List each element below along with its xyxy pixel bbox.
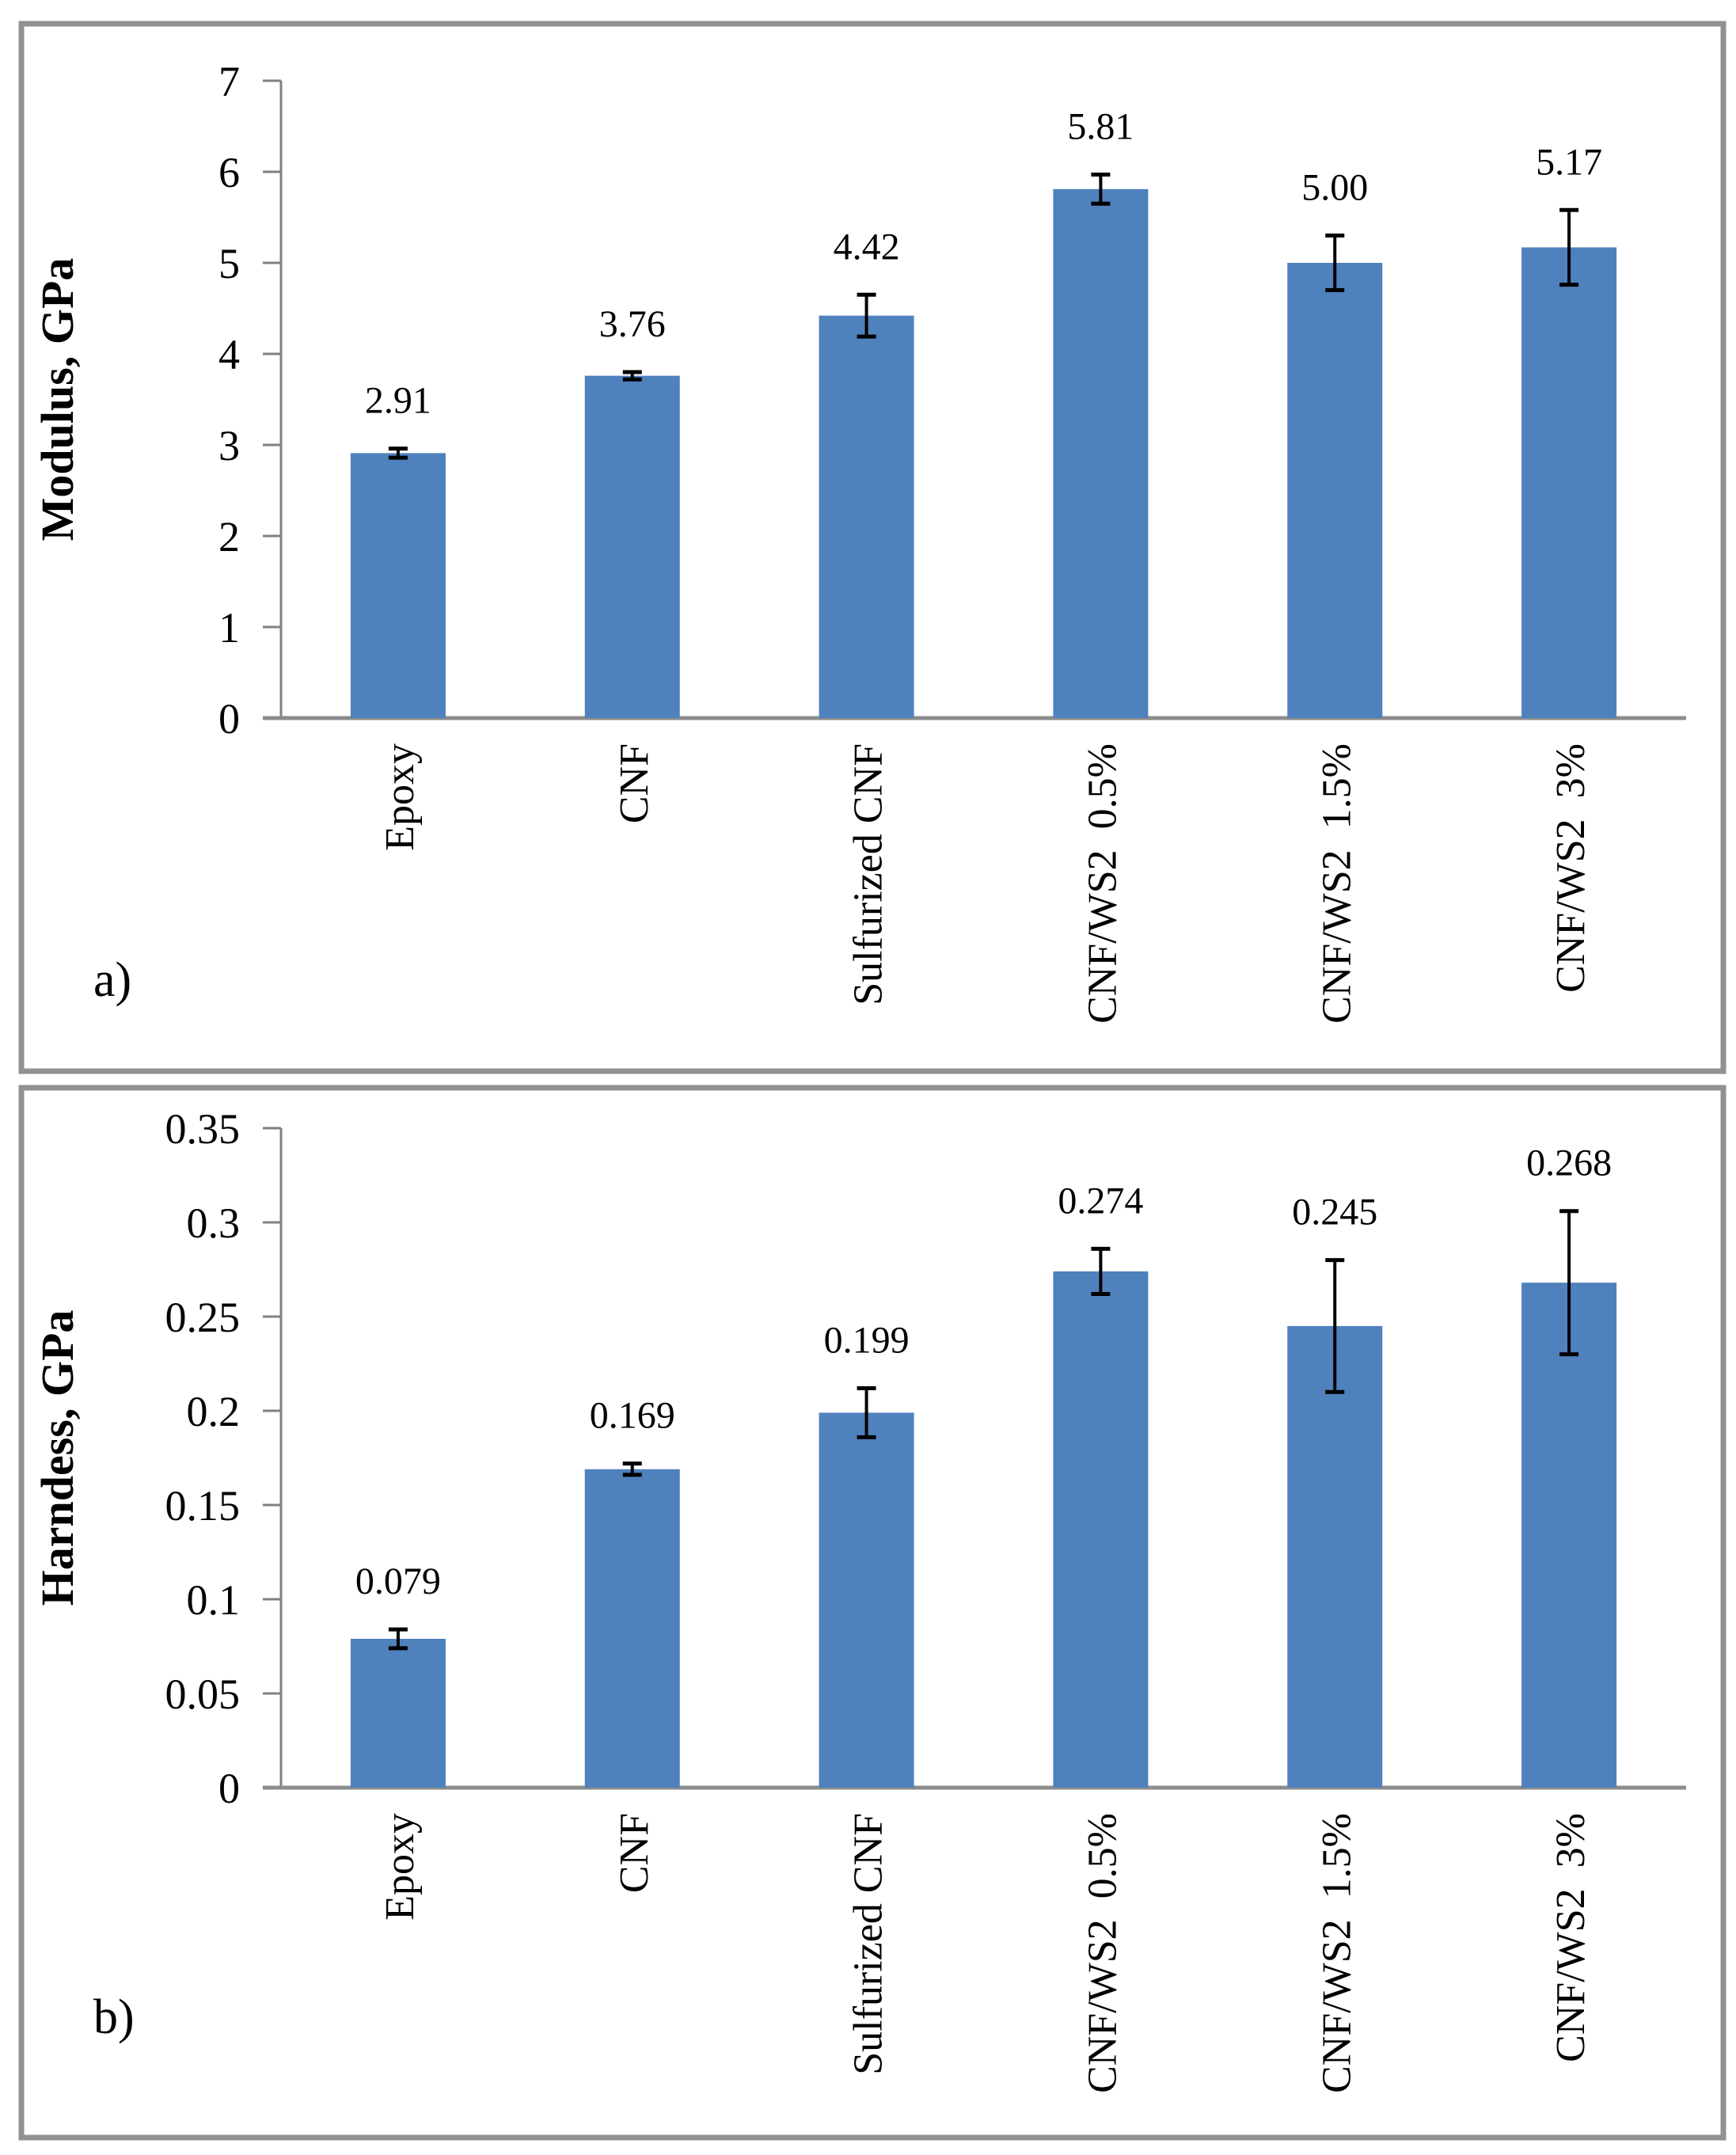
y-axis-title: Modulus, GPa <box>32 258 83 542</box>
y-tick-label: 6 <box>218 149 240 196</box>
category-label: Sulfurized CNF <box>846 743 891 1005</box>
category-label: CNF/WS2 3% <box>1548 743 1594 993</box>
category-label: CNF/WS2 1.5% <box>1314 743 1359 1024</box>
value-label: 0.268 <box>1526 1142 1612 1184</box>
value-label: 0.245 <box>1292 1192 1377 1233</box>
y-tick-label: 1 <box>218 604 240 652</box>
category-label: CNF <box>612 743 657 823</box>
panel-border-a <box>18 21 1727 1074</box>
value-label: 0.274 <box>1058 1180 1143 1222</box>
bar-cnf-ws2-0.5- <box>1053 188 1149 719</box>
bar-sulfurized-cnf <box>819 315 914 718</box>
value-label: 5.00 <box>1301 167 1368 209</box>
y-tick-label: 0.15 <box>165 1482 241 1530</box>
y-tick-label: 0.1 <box>187 1576 241 1624</box>
category-label: CNF/WS2 0.5% <box>1080 743 1125 1024</box>
panel-border-b <box>18 1085 1727 2141</box>
y-tick-label: 0.35 <box>165 1105 241 1153</box>
value-label: 5.17 <box>1536 141 1602 183</box>
y-tick-label: 4 <box>218 331 240 378</box>
category-label: Epoxy <box>378 743 423 851</box>
bar-cnf <box>584 1469 680 1788</box>
y-tick-label: 0 <box>218 695 240 743</box>
y-tick-label: 0 <box>218 1765 240 1812</box>
y-axis-title: Harndess, GPa <box>32 1310 83 1606</box>
bar-epoxy <box>350 453 446 718</box>
category-label: Epoxy <box>378 1813 423 1921</box>
bar-cnf-ws2-3- <box>1521 247 1617 718</box>
y-tick-label: 0.25 <box>165 1294 241 1341</box>
bar-epoxy <box>350 1638 446 1788</box>
bar-sulfurized-cnf <box>819 1412 914 1788</box>
y-tick-label: 2 <box>218 513 240 561</box>
y-tick-label: 7 <box>218 58 240 105</box>
value-label: 0.079 <box>355 1560 441 1602</box>
y-tick-label: 0.05 <box>165 1670 241 1718</box>
y-tick-label: 5 <box>218 240 240 287</box>
category-label: CNF/WS2 0.5% <box>1080 1813 1125 2093</box>
bar-cnf-ws2-3- <box>1521 1283 1617 1788</box>
category-label: Sulfurized CNF <box>846 1813 891 2075</box>
value-label: 0.199 <box>824 1319 910 1361</box>
value-label: 5.81 <box>1067 105 1134 147</box>
category-label: CNF <box>612 1813 657 1893</box>
value-label: 0.169 <box>590 1395 675 1437</box>
y-tick-label: 0.3 <box>187 1199 241 1247</box>
category-label: CNF/WS2 1.5% <box>1314 1813 1359 2093</box>
panel-label: b) <box>93 1990 135 2044</box>
y-tick-label: 3 <box>218 422 240 469</box>
y-tick-label: 0.2 <box>187 1388 241 1435</box>
value-label: 4.42 <box>834 226 900 268</box>
bar-cnf-ws2-1.5- <box>1287 263 1383 718</box>
panel-label: a) <box>93 953 131 1007</box>
value-label: 2.91 <box>365 380 431 422</box>
value-label: 3.76 <box>599 303 666 345</box>
bar-cnf-ws2-1.5- <box>1287 1325 1383 1788</box>
bar-cnf <box>584 375 680 718</box>
category-label: CNF/WS2 3% <box>1548 1813 1594 2062</box>
bar-cnf-ws2-0.5- <box>1053 1271 1149 1788</box>
